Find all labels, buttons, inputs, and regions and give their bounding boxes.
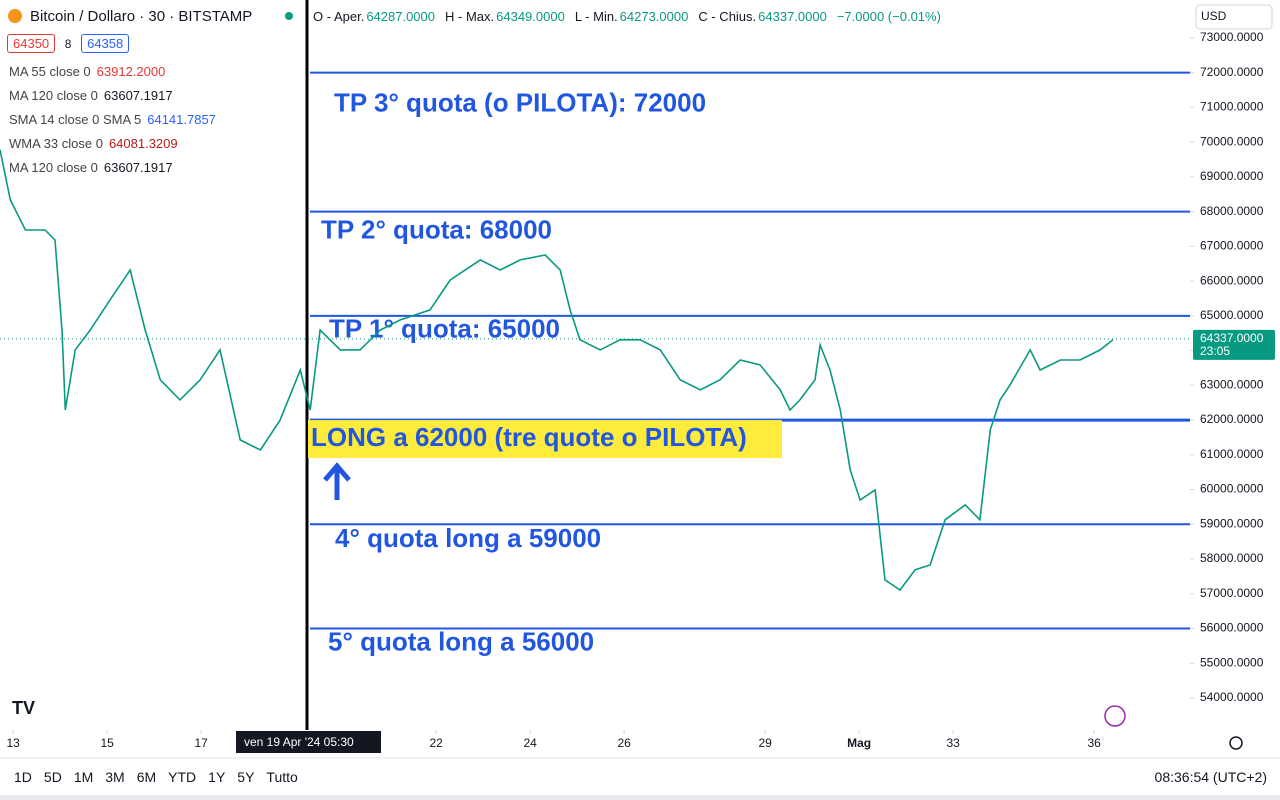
label-highlight: [308, 420, 782, 459]
ohlc-value: 64337.0000: [758, 9, 827, 24]
ohlc-value: 64273.0000: [619, 9, 689, 24]
bid[interactable]: 64350: [7, 34, 56, 53]
level-label: TP 2° quota: 68000: [321, 214, 552, 244]
range-button[interactable]: YTD: [168, 769, 197, 785]
indicator-name: MA 120 close 0: [9, 88, 98, 103]
y-tick-label: 70000.0000: [1200, 134, 1264, 148]
alert-icon[interactable]: [1104, 705, 1126, 727]
x-tick-label: 26: [617, 736, 631, 750]
indicator-row: WMA 33 close 0 64081.3209: [9, 136, 178, 151]
ohlc-value: 64349.0000: [496, 9, 565, 24]
y-tick-label: 67000.0000: [1200, 239, 1264, 253]
x-tick-label: 36: [1087, 736, 1101, 750]
settings-icon[interactable]: [1229, 736, 1243, 750]
range-button[interactable]: 3M: [105, 769, 125, 785]
symbol: Bitcoin / Dollaro · 30 · BITSTAMP: [30, 8, 253, 25]
bid-ask: 64350 8 64358: [7, 34, 130, 53]
indicator-value: 64081.3209: [108, 136, 178, 151]
arrow-up: [323, 462, 351, 500]
y-tick-label: 73000.0000: [1200, 30, 1264, 44]
last-price-tag: [1193, 329, 1275, 360]
x-tick-label: Mag: [847, 736, 871, 750]
ohlc-key: O - Aper.: [313, 9, 365, 24]
currency: USD: [1201, 9, 1227, 23]
last-price-label: 64337.0000: [1200, 331, 1264, 345]
level-label: 4° quota long a 59000: [335, 523, 601, 553]
y-tick-label: 72000.0000: [1200, 65, 1264, 79]
y-tick-label: 61000.0000: [1200, 447, 1264, 461]
crosshair-label-bg: [236, 731, 381, 753]
level-label: TP 3° quota (o PILOTA): 72000: [334, 87, 706, 117]
range-button[interactable]: 1Y: [208, 769, 226, 785]
clock: 08:36:54 (UTC+2): [1154, 769, 1267, 785]
crosshair-label: ven 19 Apr '24 05:30: [244, 735, 354, 749]
price-axis-bg: [1190, 0, 1280, 760]
indicator-value: 63912.2000: [96, 64, 166, 79]
level-label: 5° quota long a 56000: [328, 626, 594, 656]
y-tick-label: 58000.0000: [1200, 551, 1264, 565]
y-tick-label: 65000.0000: [1200, 308, 1264, 322]
y-tick-label: 60000.0000: [1200, 482, 1264, 496]
range-button[interactable]: 5D: [43, 769, 62, 785]
ohlc-key: L - Min.: [574, 9, 618, 24]
y-tick-label: 69000.0000: [1200, 169, 1264, 183]
y-tick-label: 55000.0000: [1200, 655, 1264, 669]
range-button[interactable]: 1D: [14, 769, 32, 785]
x-tick-label: 13: [6, 736, 20, 750]
range-button[interactable]: 5Y: [237, 769, 255, 785]
btc-icon: [8, 9, 22, 23]
level-label: LONG a 62000 (tre quote o PILOTA): [311, 422, 747, 452]
indicator-value: 64141.7857: [147, 112, 216, 127]
x-tick-label: 33: [946, 736, 960, 750]
indicator-name: WMA 33 close 0: [9, 136, 103, 151]
indicator-name: MA 55 close 0: [9, 64, 91, 79]
y-tick-label: 62000.0000: [1200, 412, 1264, 426]
x-tick-label: 17: [194, 736, 208, 750]
range-buttons: 1D 5D 1M 3M 6M YTD 1Y 5Y Tutto: [14, 769, 310, 785]
y-tick-label: 68000.0000: [1200, 204, 1264, 218]
x-tick-label: 15: [100, 736, 114, 750]
indicator-row: MA 120 close 0 63607.1917: [9, 88, 173, 103]
ohlc-key: H - Max.: [445, 9, 495, 24]
ask[interactable]: 64358: [81, 34, 130, 53]
indicator-row: MA 120 close 0 63607.1917: [9, 160, 173, 175]
y-tick-label: 63000.0000: [1200, 377, 1264, 391]
indicator-value: 63607.1917: [103, 160, 173, 175]
x-tick-label: 24: [523, 736, 537, 750]
x-tick-label: 29: [758, 736, 772, 750]
indicator-row: SMA 14 close 0 SMA 5 64141.7857: [9, 112, 216, 127]
range-button[interactable]: 1M: [73, 769, 94, 785]
market-status: [285, 12, 293, 20]
y-tick-label: 59000.0000: [1200, 516, 1264, 530]
indicator-name: SMA 14 close 0 SMA 5: [9, 112, 142, 127]
y-tick-label: 57000.0000: [1200, 586, 1264, 600]
y-tick-label: 56000.0000: [1200, 621, 1264, 635]
ohlc: O - Aper. 64287.0000 H - Max. 64349.0000 L -…: [313, 9, 941, 24]
countdown: 23:05: [1200, 344, 1230, 358]
tv-logo: TV: [12, 698, 35, 718]
change: −7.0000 (−0.01%): [836, 9, 941, 24]
price-line: [0, 149, 1114, 592]
spread: 8: [64, 37, 72, 51]
indicator-value: 63607.1917: [103, 88, 173, 103]
y-tick-label: 71000.0000: [1200, 100, 1264, 114]
indicator-row: MA 55 close 0 63912.2000: [9, 64, 165, 79]
ohlc-key: C - Chius.: [698, 9, 757, 24]
x-tick-label: 22: [429, 736, 443, 750]
range-button[interactable]: 6M: [136, 769, 157, 785]
currency-select[interactable]: [1195, 4, 1273, 30]
y-tick-label: 54000.0000: [1200, 690, 1264, 704]
bottom-bar: [0, 795, 1280, 800]
indicator-name: MA 120 close 0: [9, 160, 98, 175]
ohlc-value: 64287.0000: [366, 9, 435, 24]
range-button[interactable]: Tutto: [266, 769, 298, 785]
y-tick-label: 66000.0000: [1200, 273, 1264, 287]
